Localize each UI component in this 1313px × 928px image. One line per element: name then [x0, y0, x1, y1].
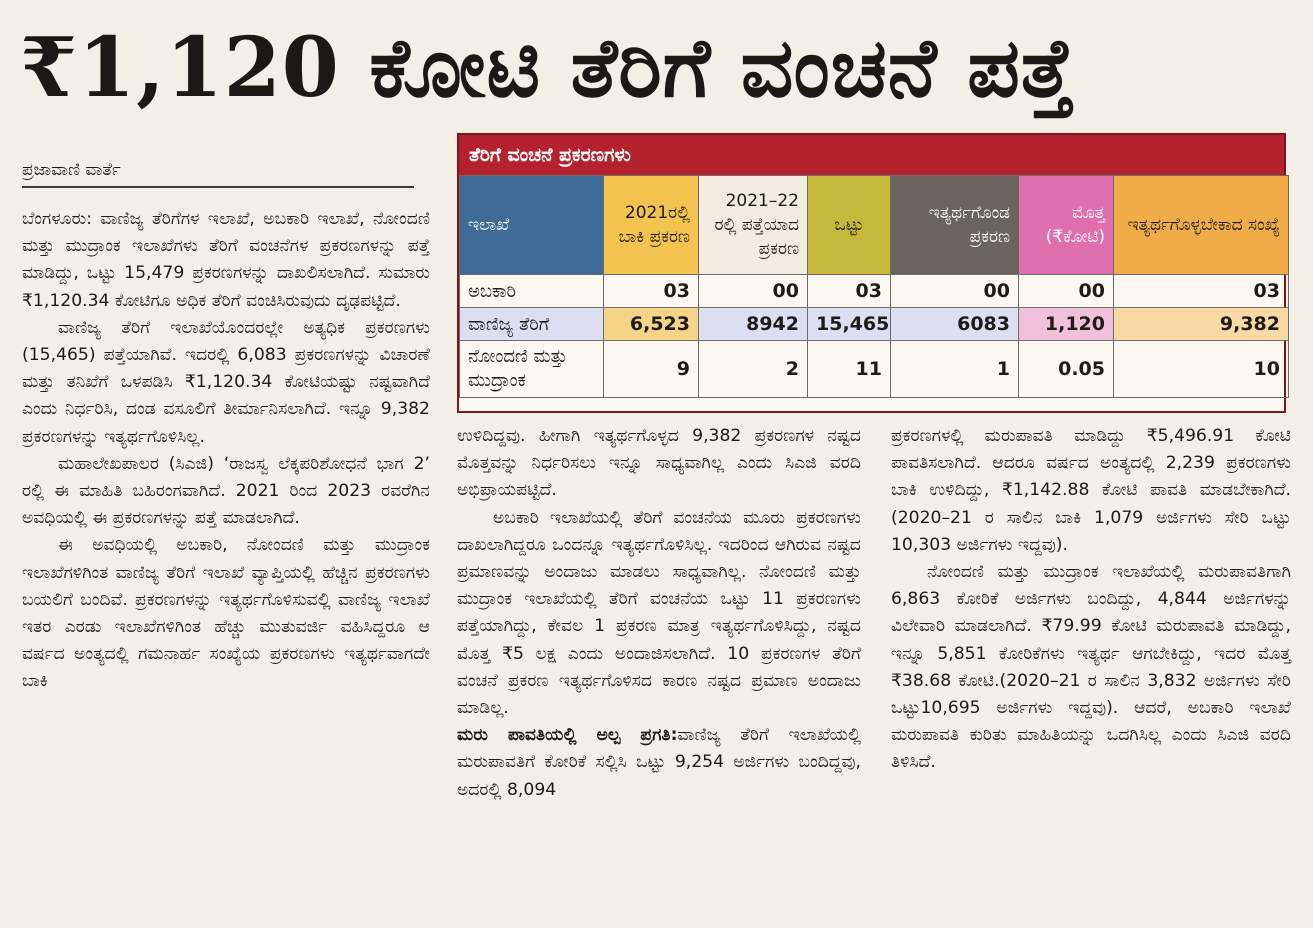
headline: ₹1,120 ಕೋಟಿ ತೆರಿಗೆ ವಂಚನೆ ಪತ್ತೆ: [20, 20, 1076, 116]
table-row: ಅಬಕಾರಿ 03 00 03 00 00 03: [459, 274, 1289, 308]
row-department: ವಾಣಿಜ್ಯ ತೆರಿಗೆ: [459, 307, 604, 341]
header-pending-2021: 2021ರಲ್ಲಿ ಬಾಕಿ ಪ್ರಕರಣ: [603, 175, 699, 275]
cell-amount: 0.05: [1018, 340, 1114, 398]
cell-detected: 8942: [698, 307, 808, 341]
tax-fraud-table: ತೆರಿಗೆ ವಂಚನೆ ಪ್ರಕರಣಗಳು ಇಲಾಖೆ 2021ರಲ್ಲಿ ಬ…: [457, 133, 1289, 413]
row-department: ನೋಂದಣಿ ಮತ್ತು ಮುದ್ರಾಂಕ: [459, 340, 604, 398]
cell-amount: 00: [1018, 274, 1114, 308]
cases-table: ಇಲಾಖೆ 2021ರಲ್ಲಿ ಬಾಕಿ ಪ್ರಕರಣ 2021–22 ರಲ್ಲ…: [459, 175, 1289, 398]
cell-settled: 6083: [890, 307, 1019, 341]
subhead: ಮರು ಪಾವತಿಯಲ್ಲಿ ಅಲ್ಪ ಪ್ರಗತಿ:: [457, 725, 678, 746]
cell-pending: 6,523: [603, 307, 699, 341]
cell-settled: 00: [890, 274, 1019, 308]
byline: ಪ್ರಜಾವಾಣಿ ವಾರ್ತೆ: [22, 160, 414, 188]
table-row: ನೋಂದಣಿ ಮತ್ತು ಮುದ್ರಾಂಕ 9 2 11 1 0.05 10: [459, 340, 1289, 398]
article-column-1: ಬೆಂಗಳೂರು: ವಾಣಿಜ್ಯ ತೆರಿಗೆಗಳ ಇಲಾಖೆ, ಅಬಕಾರಿ…: [22, 206, 430, 696]
article-paragraph: ಈ ಅವಧಿಯಲ್ಲಿ ಅಬಕಾರಿ, ನೋಂದಣಿ ಮತ್ತು ಮುದ್ರಾಂ…: [22, 535, 430, 692]
row-department: ಅಬಕಾರಿ: [459, 274, 604, 308]
article-paragraph: ಮಹಾಲೇಖಪಾಲರ (ಸಿಎಜಿ) ‘ರಾಜಸ್ವ ಲೆಕ್ಕಪರಿಶೋಧನೆ…: [22, 453, 430, 529]
cell-to-settle: 10: [1113, 340, 1289, 398]
article-paragraph: ಉಳಿದಿದ್ದವು. ಹೀಗಾಗಿ ಇತ್ಯರ್ಥಗೊಳ್ಳದ 9,382 ಪ…: [457, 426, 861, 501]
article-column-3: ಪ್ರಕರಣಗಳಲ್ಲಿ ಮರುಪಾವತಿ ಮಾಡಿದ್ದು ₹5,496.91…: [891, 423, 1291, 777]
cell-total: 11: [807, 340, 891, 398]
header-total: ಒಟ್ಟು: [807, 175, 891, 275]
article-paragraph: ಅಬಕಾರಿ ಇಲಾಖೆಯಲ್ಲಿ ತೆರಿಗೆ ವಂಚನೆಯ ಮೂರು ಪ್ರ…: [457, 507, 861, 719]
header-settled: ಇತ್ಯರ್ಥಗೊಂಡ ಪ್ರಕರಣ: [890, 175, 1019, 275]
article-paragraph-subhead: ಮರು ಪಾವತಿಯಲ್ಲಿ ಅಲ್ಪ ಪ್ರಗತಿ:ವಾಣಿಜ್ಯ ತೆರಿಗ…: [457, 722, 861, 804]
table-header-row: ಇಲಾಖೆ 2021ರಲ್ಲಿ ಬಾಕಿ ಪ್ರಕರಣ 2021–22 ರಲ್ಲ…: [459, 175, 1289, 275]
cell-amount: 1,120: [1018, 307, 1114, 341]
cell-pending: 9: [603, 340, 699, 398]
article-paragraph: ಪ್ರಕರಣಗಳಲ್ಲಿ ಮರುಪಾವತಿ ಮಾಡಿದ್ದು ₹5,496.91…: [891, 426, 1291, 555]
cell-to-settle: 03: [1113, 274, 1289, 308]
header-department: ಇಲಾಖೆ: [459, 175, 604, 275]
subhead-text: ವಾಣಿಜ್ಯ ತೆರಿಗೆ: [677, 725, 770, 746]
article-paragraph: ಬೆಂಗಳೂರು: ವಾಣಿಜ್ಯ ತೆರಿಗೆಗಳ ಇಲಾಖೆ, ಅಬಕಾರಿ…: [22, 209, 430, 311]
cell-detected: 2: [698, 340, 808, 398]
cell-total: 15,465: [807, 307, 891, 341]
cell-to-settle: 9,382: [1113, 307, 1289, 341]
article-paragraph: ನೋಂದಣಿ ಮತ್ತು ಮುದ್ರಾಂಕ ಇಲಾಖೆಯಲ್ಲಿ ಮರುಪಾವತ…: [891, 562, 1291, 773]
cell-total: 03: [807, 274, 891, 308]
cell-pending: 03: [603, 274, 699, 308]
header-to-settle: ಇತ್ಯರ್ಥಗೊಳ್ಳಬೇಕಾದ ಸಂಖ್ಯೆ: [1113, 175, 1289, 275]
cell-detected: 00: [698, 274, 808, 308]
article-column-2: ಉಳಿದಿದ್ದವು. ಹೀಗಾಗಿ ಇತ್ಯರ್ಥಗೊಳ್ಳದ 9,382 ಪ…: [457, 423, 861, 804]
cell-settled: 1: [890, 340, 1019, 398]
header-detected-2021-22: 2021–22 ರಲ್ಲಿ ಪತ್ತೆಯಾದ ಪ್ರಕರಣ: [698, 175, 808, 275]
table-title: ತೆರಿಗೆ ವಂಚನೆ ಪ್ರಕರಣಗಳು: [459, 135, 1284, 175]
table-row: ವಾಣಿಜ್ಯ ತೆರಿಗೆ 6,523 8942 15,465 6083 1,…: [459, 307, 1289, 341]
article-paragraph: ವಾಣಿಜ್ಯ ತೆರಿಗೆ ಇಲಾಖೆಯೊಂದರಲ್ಲೇ ಅತ್ಯಧಿಕ ಪ್…: [22, 317, 430, 447]
paragraph-text: ಇಲಾಖೆಯಲ್ಲಿ ಮರುಪಾವತಿಗೆ ಕೋರಿಕೆ ಸಲ್ಲಿಸಿ ಒಟ್…: [457, 725, 862, 800]
header-amount: ಮೊತ್ತ (₹ಕೋಟಿ): [1018, 175, 1114, 275]
